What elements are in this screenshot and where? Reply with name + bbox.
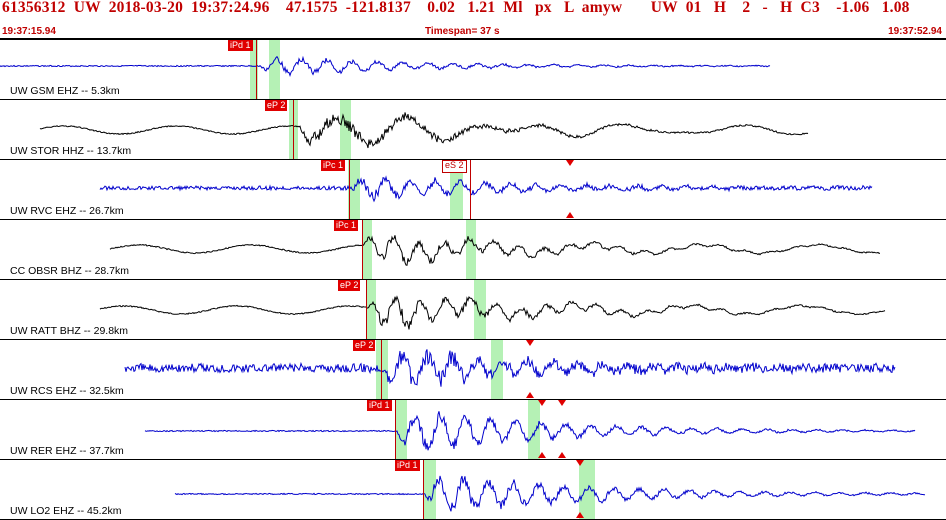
amplitude-marker-bottom[interactable] (576, 512, 584, 518)
pick-window-highlight (395, 400, 407, 459)
waveform (39, 112, 809, 149)
pick-label[interactable]: eP 2 (353, 340, 376, 351)
amplitude-marker-bottom[interactable] (538, 452, 546, 458)
pick-line[interactable] (470, 160, 471, 219)
station-label: UW STOR HHZ -- 13.7km (10, 145, 132, 157)
trace-panel[interactable]: UW STOR HHZ -- 13.7km eP 2 (0, 100, 946, 160)
pick-line[interactable] (423, 460, 424, 519)
pick-window-highlight (340, 100, 351, 159)
amplitude-marker-bottom[interactable] (526, 392, 534, 398)
waveform-line (174, 475, 926, 512)
trace-panel[interactable]: UW GSM EHZ -- 5.3km iPd 1 (0, 40, 946, 100)
header-divider (0, 38, 946, 40)
pick-label[interactable]: eP 2 (265, 100, 288, 111)
pick-label[interactable]: iPc 1 (321, 160, 346, 171)
amplitude-marker-bottom[interactable] (566, 212, 574, 218)
trace-panel[interactable]: UW RCS EHZ -- 32.5km eP 2 (0, 340, 946, 400)
pick-window-highlight (250, 40, 258, 99)
waveform-line (0, 55, 771, 77)
pick-line[interactable] (293, 100, 294, 159)
pick-label[interactable]: iPd 1 (395, 460, 420, 471)
station-label: UW RVC EHZ -- 26.7km (10, 205, 124, 217)
pick-window-highlight (474, 280, 486, 339)
pick-window-highlight (466, 220, 476, 279)
trace-panel[interactable]: UW RER EHZ -- 37.7km iPd 1 (0, 400, 946, 460)
amplitude-marker-top[interactable] (566, 160, 574, 166)
pick-window-highlight (450, 160, 463, 219)
pick-line[interactable] (256, 40, 257, 99)
event-header: 61356312 UW 2018-03-20 19:37:24.96 47.15… (0, 0, 946, 37)
station-label: UW RATT BHZ -- 29.8km (10, 325, 129, 337)
waveform (174, 475, 926, 512)
waveform (0, 55, 771, 77)
pick-label[interactable]: eP 2 (338, 280, 361, 291)
amplitude-marker-top[interactable] (576, 460, 584, 466)
pick-window-highlight (269, 40, 280, 99)
waveform-line (99, 175, 873, 203)
event-summary-title: 61356312 UW 2018-03-20 19:37:24.96 47.15… (2, 0, 910, 16)
amplitude-marker-bottom[interactable] (558, 452, 566, 458)
trace-panel[interactable]: UW LO2 EHZ -- 45.2km iPd 1 (0, 460, 946, 520)
station-label: UW LO2 EHZ -- 45.2km (10, 505, 122, 517)
pick-label[interactable]: iPd 1 (367, 400, 392, 411)
amplitude-marker-top[interactable] (538, 400, 546, 406)
pick-window-highlight (366, 280, 376, 339)
pick-line[interactable] (349, 160, 350, 219)
timespan-label: Timespan= 37 s (425, 26, 500, 37)
trace-panels: UW GSM EHZ -- 5.3km iPd 1 UW STOR HHZ --… (0, 40, 946, 520)
waveform (124, 349, 896, 387)
pick-line[interactable] (381, 340, 382, 399)
pick-label[interactable]: eS 2 (442, 160, 467, 173)
waveform-line (109, 235, 881, 266)
trace-panel[interactable]: UW RATT BHZ -- 29.8km eP 2 (0, 280, 946, 340)
start-time: 19:37:15.94 (2, 26, 56, 37)
station-label: CC OBSR BHZ -- 28.7km (10, 265, 130, 277)
pick-label[interactable]: iPd 1 (228, 40, 253, 51)
station-label: UW RER EHZ -- 37.7km (10, 445, 124, 457)
pick-line[interactable] (366, 280, 367, 339)
pick-window-highlight (491, 340, 503, 399)
waveform-line (124, 349, 896, 387)
amplitude-marker-top[interactable] (526, 340, 534, 346)
pick-window-highlight (362, 220, 372, 279)
end-time: 19:37:52.94 (888, 26, 942, 37)
pick-window-highlight (376, 340, 388, 399)
pick-label[interactable]: iPc 1 (334, 220, 359, 231)
waveform-line (144, 411, 916, 451)
waveform (109, 235, 881, 266)
waveform (144, 411, 916, 451)
trace-panel[interactable]: UW RVC EHZ -- 26.7km iPc 1 eS 2 (0, 160, 946, 220)
amplitude-marker-top[interactable] (558, 400, 566, 406)
pick-window-highlight (424, 460, 436, 519)
waveform-line (39, 112, 809, 149)
waveform (99, 175, 873, 203)
station-label: UW GSM EHZ -- 5.3km (10, 85, 120, 97)
waveform (99, 295, 886, 330)
pick-line[interactable] (395, 400, 396, 459)
pick-window-highlight (528, 400, 540, 459)
trace-panel[interactable]: CC OBSR BHZ -- 28.7km iPc 1 (0, 220, 946, 280)
station-label: UW RCS EHZ -- 32.5km (10, 385, 124, 397)
pick-line[interactable] (362, 220, 363, 279)
waveform-line (99, 295, 886, 330)
